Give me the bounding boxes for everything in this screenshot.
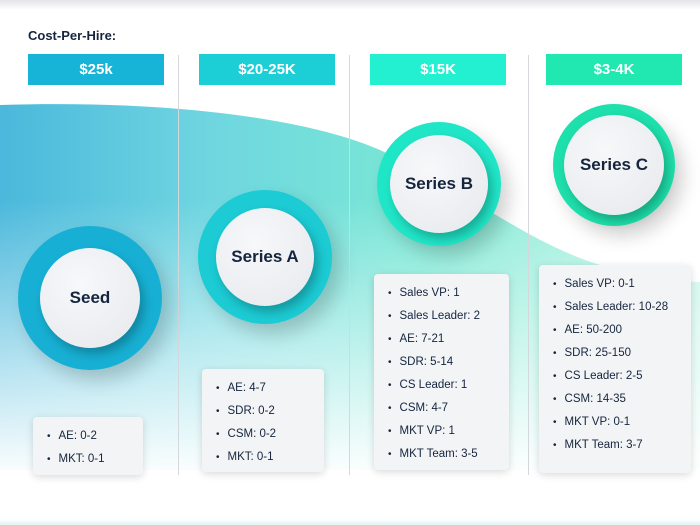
cost-header-series-b: $15K — [370, 54, 506, 85]
stage-label-series-a: Series A — [216, 208, 314, 306]
role-item: AE: 7-21 — [388, 328, 499, 351]
stage-circle-series-b: Series B — [377, 122, 501, 246]
column-divider — [528, 55, 529, 475]
stage-circle-series-c: Series C — [553, 104, 675, 226]
role-item: MKT: 0-1 — [47, 448, 133, 471]
bottom-edge — [0, 519, 700, 525]
stage-circle-series-a: Series A — [198, 190, 332, 324]
role-item: MKT Team: 3-5 — [388, 443, 499, 466]
role-item: AE: 0-2 — [47, 425, 133, 448]
cost-header-series-c: $3-4K — [546, 54, 682, 85]
stage-circle-seed: Seed — [18, 226, 162, 370]
roles-box-series-a: AE: 4-7 SDR: 0-2 CSM: 0-2 MKT: 0-1 — [202, 369, 324, 472]
cost-header-seed: $25k — [28, 54, 164, 85]
cost-header-series-a: $20-25K — [199, 54, 335, 85]
role-item: MKT VP: 1 — [388, 420, 499, 443]
role-item: MKT VP: 0-1 — [553, 411, 681, 434]
role-item: Sales VP: 0-1 — [553, 273, 681, 296]
role-item: SDR: 25-150 — [553, 342, 681, 365]
role-item: CSM: 4-7 — [388, 397, 499, 420]
roles-box-series-c: Sales VP: 0-1 Sales Leader: 10-28 AE: 50… — [539, 265, 691, 473]
role-item: SDR: 0-2 — [216, 400, 314, 423]
roles-box-seed: AE: 0-2MKT: 0-1 — [33, 417, 143, 475]
stage-label-seed: Seed — [40, 248, 140, 348]
cost-per-hire-title: Cost-Per-Hire: — [28, 28, 117, 43]
role-item: CSM: 14-35 — [553, 388, 681, 411]
role-item: Sales VP: 1 — [388, 282, 499, 305]
role-item: AE: 50-200 — [553, 319, 681, 342]
top-shadow — [0, 0, 700, 10]
roles-box-series-b: Sales VP: 1 Sales Leader: 2 AE: 7-21 SDR… — [374, 274, 509, 470]
role-item: Sales Leader: 10-28 — [553, 296, 681, 319]
role-item: MKT Team: 3-7 — [553, 434, 681, 457]
role-item: Sales Leader: 2 — [388, 305, 499, 328]
column-divider — [349, 55, 350, 475]
stage-label-series-c: Series C — [564, 115, 664, 215]
role-item: MKT: 0-1 — [216, 446, 314, 469]
role-item: SDR: 5-14 — [388, 351, 499, 374]
column-divider — [178, 55, 179, 475]
role-item: CS Leader: 1 — [388, 374, 499, 397]
stage-label-series-b: Series B — [390, 135, 488, 233]
role-item: CSM: 0-2 — [216, 423, 314, 446]
role-item: AE: 4-7 — [216, 377, 314, 400]
role-item: CS Leader: 2-5 — [553, 365, 681, 388]
